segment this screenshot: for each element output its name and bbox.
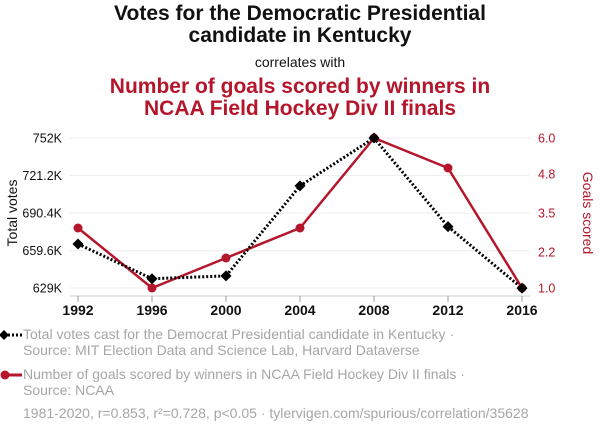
y-right-tick-label: 6.0 [538, 132, 555, 146]
goals-point [221, 253, 231, 263]
goals-point [73, 223, 83, 233]
series-markers [72, 132, 528, 294]
legend-item-goals: Number of goals scored by winners in NCA… [0, 366, 600, 398]
y-left-tick-label: 659.6K [22, 244, 62, 258]
votes-point [442, 221, 454, 233]
y-right-tick-label: 3.5 [538, 207, 555, 221]
legend-goals-source: Source: NCAA [23, 382, 115, 398]
legend-item-votes: Total votes cast for the Democrat Presid… [0, 326, 600, 358]
chart-subtitle-line2: NCAA Field Hockey Div II finals [144, 97, 456, 120]
chart-title: Votes for the Democratic Presidential ca… [0, 3, 600, 47]
legend-goals-line1: Number of goals scored by winners in NCA… [23, 366, 465, 382]
goals-point [443, 163, 453, 173]
axis-labels: 629K 659.6K 690.4K 721.2K 752K 1.0 2.2 3.5 4.8 6.… [4, 132, 596, 319]
y-left-tick-label: 690.4K [22, 207, 62, 221]
x-tick-label: 1992 [62, 302, 93, 318]
chart-title-line2: candidate in Kentucky [188, 24, 412, 47]
x-tick-label: 2016 [506, 302, 537, 318]
votes-point [72, 238, 84, 250]
y-right-tick-label: 1.0 [538, 282, 555, 296]
axes [70, 295, 530, 302]
votes-point [220, 270, 232, 282]
y-left-axis-title: Total votes [4, 180, 20, 247]
chart-title-line1: Votes for the Democratic Presidential [114, 2, 486, 25]
y-right-axis-title: Goals scored [580, 172, 596, 254]
x-tick-label: 2012 [432, 302, 463, 318]
x-tick-label: 2004 [284, 302, 315, 318]
x-tick-label: 2000 [210, 302, 241, 318]
correlates-with-label: correlates with [254, 54, 346, 70]
chart-header: Votes for the Democratic Presidential ca… [0, 0, 600, 120]
y-left-tick-label: 721.2K [22, 169, 62, 183]
votes-point [146, 273, 158, 285]
legend-votes-line1: Total votes cast for the Democrat Presid… [23, 326, 455, 342]
circle-solid-line-icon [0, 370, 22, 380]
y-right-tick-label: 2.2 [538, 246, 555, 260]
y-left-tick-label: 752K [33, 132, 63, 146]
legend: Total votes cast for the Democrat Presid… [0, 326, 600, 406]
votes-point [516, 282, 528, 294]
correlation-footer: 1981-2020, r=0.853, r²=0.728, p<0.05 · t… [23, 405, 529, 421]
x-tick-label: 1996 [136, 302, 167, 318]
y-left-tick-label: 629K [33, 282, 63, 296]
legend-votes-source: Source: MIT Election Data and Science La… [23, 342, 420, 358]
y-right-tick-label: 4.8 [538, 168, 555, 182]
votes-point [294, 180, 306, 192]
diamond-dotted-line-icon [0, 330, 22, 340]
chart-subtitle-line1: Number of goals scored by winners in [109, 75, 491, 98]
goals-point [295, 223, 305, 233]
chart-subtitle: Number of goals scored by winners in NCA… [0, 76, 600, 120]
x-tick-label: 2008 [358, 302, 389, 318]
votes-point [368, 132, 380, 144]
line-chart: 629K 659.6K 690.4K 721.2K 752K 1.0 2.2 3.5 4.8 6.… [4, 132, 596, 319]
goals-point [147, 283, 157, 293]
gridlines [70, 137, 530, 289]
